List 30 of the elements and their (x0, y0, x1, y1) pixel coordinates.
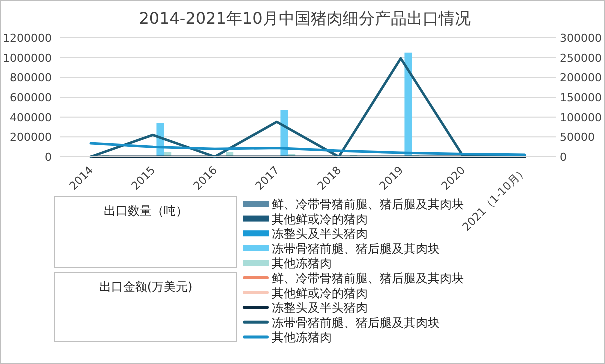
y2-tick-label: 300000 (560, 32, 602, 45)
y2-tick-label: 200000 (560, 72, 602, 85)
line-series (90, 142, 526, 156)
y-tick-label: 600000 (10, 92, 52, 104)
legend-label: 其他鲜或冷的猪肉 (272, 286, 368, 300)
y-tick-label: 0 (45, 151, 52, 164)
line-series (90, 57, 526, 158)
legend-label: 其他鲜或冷的猪肉 (272, 212, 368, 226)
y2-tick-label: 50000 (560, 131, 595, 144)
legend-label: 其他冻猪肉 (272, 256, 332, 271)
y2-tick-label: 150000 (560, 92, 602, 104)
legend-label: 鲜、冷带骨猪前腿、猪后腿及其肉块 (272, 272, 464, 286)
y2-tick-label: 0 (560, 151, 567, 164)
text: 出口金额(万美元) (99, 280, 193, 294)
chart-title: 2014-2021年10月中国猪肉细分产品出口情况 (139, 9, 471, 28)
y2-tick-label: 100000 (560, 111, 602, 124)
bar (404, 52, 412, 157)
legend-label: 冻整头及半头猪肉 (272, 227, 368, 242)
y-tick-label: 1000000 (3, 52, 52, 65)
legend-label: 冻带骨猪前腿、猪后腿及其肉块 (272, 242, 440, 256)
y-tick-label: 400000 (10, 111, 52, 124)
y-tick-label: 200000 (10, 131, 52, 144)
y-tick-label: 1200000 (3, 32, 52, 45)
legend-label: 其他冻猪肉 (272, 330, 332, 345)
y2-tick-label: 250000 (560, 52, 602, 65)
text: 出口数量（吨） (104, 204, 188, 218)
legend-label: 鲜、冷带骨猪前腿、猪后腿及其肉块 (272, 198, 464, 212)
legend-label: 冻带骨猪前腿、猪后腿及其肉块 (272, 316, 440, 330)
legend-label: 冻整头及半头猪肉 (272, 301, 368, 316)
y-tick-label: 800000 (10, 72, 52, 85)
